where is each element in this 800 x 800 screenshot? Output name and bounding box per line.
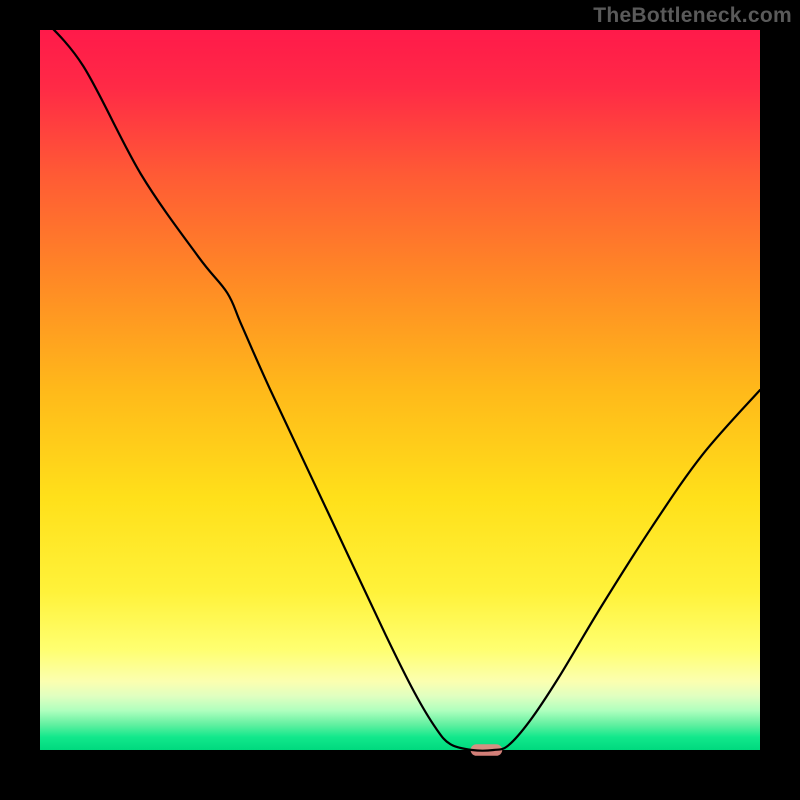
- bottleneck-chart: [0, 0, 800, 800]
- watermark-text: TheBottleneck.com: [593, 4, 792, 28]
- chart-stage: TheBottleneck.com: [0, 0, 800, 800]
- plot-background: [40, 30, 760, 750]
